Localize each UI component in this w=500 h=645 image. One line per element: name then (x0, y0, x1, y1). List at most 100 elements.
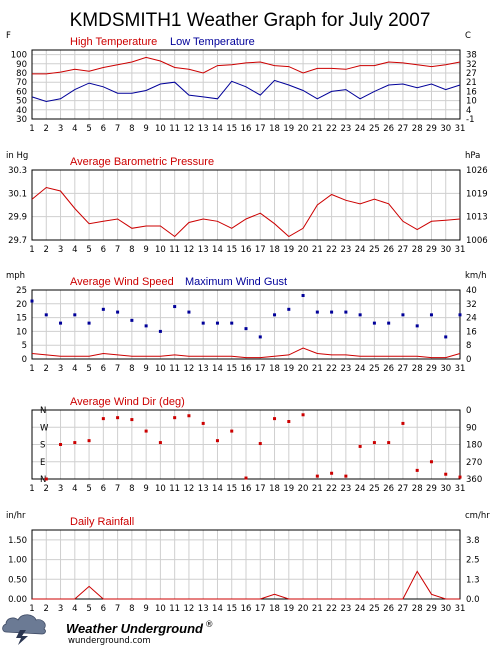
x-tick-label: 6 (101, 124, 106, 134)
x-tick-label: 9 (143, 245, 148, 255)
x-tick-label: 23 (340, 124, 351, 134)
x-tick-label: 26 (383, 604, 394, 614)
data-point (330, 471, 334, 475)
left-tick-label: 70 (16, 78, 27, 88)
x-tick-label: 16 (241, 245, 252, 255)
right-tick-label: 1.3 (466, 575, 480, 585)
data-point (273, 313, 277, 317)
series-name: Average Wind Speed (70, 276, 174, 288)
x-tick-label: 16 (241, 484, 252, 494)
x-tick-label: 22 (326, 604, 337, 614)
data-point (287, 307, 291, 311)
x-tick-label: 31 (455, 124, 466, 134)
right-unit-label: C (465, 31, 471, 41)
left-tick-label: N (40, 406, 46, 416)
x-tick-label: 8 (129, 245, 134, 255)
x-tick-label: 18 (269, 604, 280, 614)
x-tick-label: 12 (184, 245, 195, 255)
data-point (244, 476, 248, 480)
x-tick-label: 12 (184, 364, 195, 374)
right-tick-label: 8 (466, 341, 471, 351)
x-tick-label: 31 (455, 604, 466, 614)
x-tick-label: 4 (72, 604, 77, 614)
data-point (387, 441, 391, 445)
x-tick-label: 5 (86, 124, 91, 134)
series-name: High Temperature (70, 36, 157, 48)
x-tick-label: 11 (169, 364, 180, 374)
x-tick-label: 19 (283, 245, 294, 255)
cloud-icon (2, 614, 46, 635)
data-point (187, 414, 191, 418)
right-tick-label: 4 (466, 106, 471, 116)
x-tick-label: 17 (255, 124, 266, 134)
x-tick-label: 12 (184, 124, 195, 134)
left-tick-label: S (40, 441, 45, 451)
data-point (415, 324, 419, 328)
left-tick-label: 90 (16, 60, 27, 70)
x-tick-label: 10 (155, 604, 166, 614)
x-tick-label: 16 (241, 124, 252, 134)
x-tick-label: 13 (198, 604, 209, 614)
data-point (130, 318, 134, 322)
x-tick-label: 6 (101, 245, 106, 255)
x-tick-label: 21 (312, 604, 323, 614)
x-tick-label: 10 (155, 364, 166, 374)
x-tick-label: 2 (44, 604, 49, 614)
series-line (31, 79, 461, 103)
x-tick-label: 13 (198, 484, 209, 494)
left-tick-label: 29.7 (8, 236, 27, 246)
x-tick-label: 29 (426, 364, 437, 374)
series-line (32, 56, 461, 75)
data-point (187, 310, 191, 314)
x-tick-label: 5 (86, 604, 91, 614)
x-tick-label: 19 (283, 604, 294, 614)
left-tick-label: 0.00 (8, 595, 27, 605)
right-tick-label: -1 (466, 115, 474, 125)
right-tick-label: 1019 (466, 189, 488, 199)
x-tick-label: 22 (326, 364, 337, 374)
x-tick-label: 19 (283, 484, 294, 494)
x-tick-label: 15 (226, 484, 237, 494)
data-point (344, 474, 348, 478)
right-tick-label: 16 (466, 87, 477, 97)
data-point (301, 413, 305, 417)
data-point (230, 429, 234, 433)
logo-registered-mark: ® (205, 620, 214, 630)
x-tick-label: 21 (312, 484, 323, 494)
x-tick-label: 30 (440, 364, 451, 374)
x-tick-label: 25 (369, 245, 380, 255)
x-tick-label: 15 (226, 364, 237, 374)
x-tick-label: 7 (115, 245, 120, 255)
x-tick-label: 25 (369, 604, 380, 614)
x-tick-label: 11 (169, 604, 180, 614)
chart-panel-5: 0.00 0.00.50 1.31.00 2.51.50 3.8in/hr cm/hr1 2… (6, 511, 490, 614)
data-point (116, 416, 120, 420)
x-tick-label: 1 (29, 245, 34, 255)
left-unit-label: in Hg (6, 151, 28, 161)
x-tick-label: 26 (383, 364, 394, 374)
right-tick-label: 16 (466, 327, 477, 337)
logo-site: wunderground.com (68, 636, 151, 645)
left-tick-label: 25 (16, 286, 27, 296)
x-tick-label: 23 (340, 484, 351, 494)
x-tick-label: 20 (298, 124, 309, 134)
x-tick-label: 24 (355, 245, 366, 255)
right-tick-label: 270 (466, 458, 482, 468)
x-tick-label: 9 (143, 364, 148, 374)
data-point (101, 307, 105, 311)
data-point (401, 313, 405, 317)
data-point (44, 477, 48, 481)
series-line (31, 347, 461, 359)
x-tick-label: 14 (212, 484, 223, 494)
x-tick-label: 4 (72, 364, 77, 374)
x-tick-label: 2 (44, 484, 49, 494)
plot-border (31, 169, 461, 241)
weather-underground-logo: Weather Underground ® wunderground.com (2, 614, 214, 645)
data-point (73, 441, 77, 445)
data-point (173, 305, 177, 309)
x-tick-label: 27 (398, 124, 409, 134)
x-tick-label: 23 (340, 245, 351, 255)
right-tick-label: 21 (466, 78, 477, 88)
